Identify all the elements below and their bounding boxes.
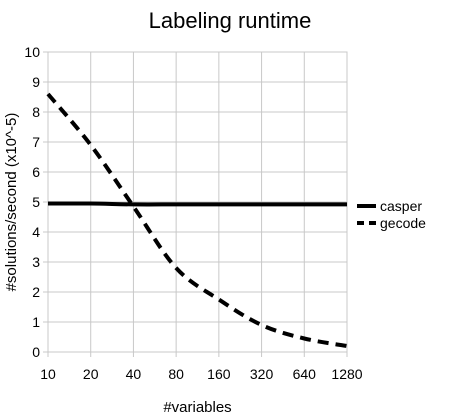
x-tick-label: 80 — [168, 366, 184, 382]
y-tick-label: 6 — [32, 164, 40, 180]
y-tick-label: 1 — [32, 314, 40, 330]
y-tick-label: 9 — [32, 74, 40, 90]
y-tick-label: 5 — [32, 194, 40, 210]
x-tick-label: 20 — [83, 366, 99, 382]
x-tick-label: 640 — [293, 366, 317, 382]
y-tick-label: 3 — [32, 254, 40, 270]
legend-label-casper: casper — [380, 198, 422, 214]
x-tick-label: 10 — [40, 366, 56, 382]
x-tick-label: 160 — [207, 366, 231, 382]
y-tick-label: 0 — [32, 344, 40, 360]
y-tick-label: 10 — [24, 44, 40, 60]
x-tick-label: 40 — [126, 366, 142, 382]
series-line-casper — [47, 201, 347, 207]
chart-title: Labeling runtime — [149, 8, 312, 33]
y-tick-label: 4 — [32, 224, 40, 240]
y-axis-title: #solutions/second (x10^-5) — [3, 113, 20, 292]
series-line-gecode — [46, 92, 348, 348]
series-lines — [46, 92, 348, 348]
y-tick-label: 8 — [32, 104, 40, 120]
x-axis-ticks: 10 20 40 80 160 320 640 1280 — [40, 352, 363, 382]
y-axis-ticks: 0 1 2 3 4 5 6 7 8 9 10 — [24, 44, 48, 360]
x-axis-title: #variables — [163, 399, 231, 416]
legend-label-gecode: gecode — [380, 215, 426, 231]
x-tick-label: 320 — [250, 366, 274, 382]
x-tick-label: 1280 — [331, 366, 362, 382]
y-tick-label: 2 — [32, 284, 40, 300]
y-tick-label: 7 — [32, 134, 40, 150]
